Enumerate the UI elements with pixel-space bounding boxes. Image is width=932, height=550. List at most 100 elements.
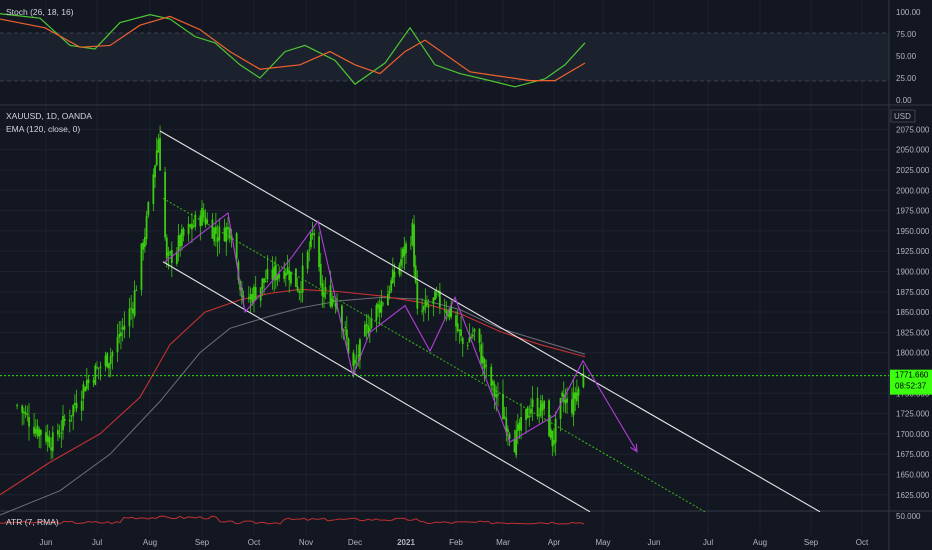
- candle-body: [370, 318, 373, 328]
- time-axis-label: Jul: [92, 538, 102, 547]
- candle-body: [104, 355, 107, 367]
- stoch-panel: Stoch (26, 18, 16) 100.00 75.00 50.00 25.00…: [0, 7, 921, 105]
- candle-body: [352, 352, 355, 367]
- candle-body: [70, 415, 73, 417]
- candle-body: [142, 242, 145, 250]
- candle-body: [118, 334, 121, 338]
- candle-body: [99, 366, 102, 368]
- candle-body: [23, 411, 25, 414]
- candle-body: [378, 304, 381, 313]
- candle-body: [300, 291, 302, 293]
- candle-body: [342, 329, 345, 332]
- ema-line: [0, 288, 586, 496]
- candle-body: [108, 363, 110, 369]
- candle-body: [40, 430, 42, 435]
- candle-body: [202, 210, 205, 218]
- candle-body: [228, 228, 231, 239]
- grid-lines: [0, 0, 889, 534]
- time-axis-label: Feb: [449, 538, 463, 547]
- stoch-tick-label: 0.00: [896, 96, 912, 105]
- candle-body: [16, 405, 18, 407]
- candle-body: [554, 418, 557, 443]
- candle-body: [574, 392, 577, 399]
- price-tick-label: 1800.000: [896, 349, 930, 358]
- candle-body: [473, 329, 476, 332]
- candle-body: [72, 405, 75, 416]
- ema-title: EMA (120, close, 0): [6, 124, 80, 134]
- candle-body: [421, 310, 424, 312]
- candle-body: [192, 225, 195, 228]
- candle-body: [254, 287, 257, 300]
- candle-body: [253, 286, 255, 302]
- candle-body: [57, 430, 59, 435]
- candle-body: [359, 339, 361, 360]
- candle-body: [543, 400, 546, 409]
- candle-body: [382, 303, 384, 305]
- candle-body: [416, 281, 419, 309]
- candle-body: [405, 243, 407, 254]
- candle-body: [286, 267, 289, 274]
- price-tick-label: 2050.000: [896, 146, 930, 155]
- candle-body: [288, 270, 291, 281]
- candle-body: [357, 355, 360, 357]
- candle-body: [249, 294, 252, 300]
- candle-body: [63, 419, 66, 421]
- candle-body: [58, 435, 61, 437]
- candle-body: [559, 397, 562, 419]
- candle-body: [230, 236, 233, 240]
- candle-body: [310, 233, 312, 248]
- candle-body: [74, 402, 76, 405]
- candle-body: [536, 397, 539, 417]
- candle-body: [516, 424, 519, 432]
- candle-body: [456, 323, 459, 332]
- candle-body: [468, 337, 471, 343]
- price-tick-label: 1975.000: [896, 207, 930, 216]
- stoch-k-line: [0, 13, 586, 88]
- candle-body: [75, 402, 78, 409]
- candle-body: [447, 314, 449, 316]
- candle-body: [528, 416, 531, 418]
- candle-body: [437, 291, 440, 293]
- candlesticks: [16, 125, 585, 460]
- time-axis-label: 2021: [397, 538, 415, 547]
- candle-body: [497, 393, 499, 396]
- candle-body: [341, 305, 343, 330]
- candle-body: [24, 412, 27, 415]
- currency-label: USD: [894, 112, 911, 121]
- candle-body: [21, 405, 24, 413]
- candle-body: [154, 165, 156, 178]
- candle-body: [490, 366, 493, 387]
- stoch-tick-label: 75.00: [896, 30, 917, 39]
- candle-body: [324, 287, 327, 291]
- candle-body: [435, 293, 438, 295]
- price-tick-label: 1850.000: [896, 308, 930, 317]
- price-tick-label: 1675.000: [896, 450, 930, 459]
- candle-body: [135, 289, 138, 291]
- candle-body: [247, 297, 250, 300]
- candle-body: [561, 392, 564, 397]
- candle-body: [274, 264, 277, 281]
- time-axis-label: Jun: [40, 538, 53, 547]
- candle-body: [503, 416, 506, 419]
- candle-body: [424, 300, 427, 308]
- price-tick-label: 2000.000: [896, 186, 930, 195]
- channel-upper-line: [159, 130, 821, 513]
- candle-body: [296, 286, 299, 291]
- candle-body: [564, 399, 567, 404]
- candle-body: [566, 398, 568, 403]
- candle-body: [116, 337, 119, 353]
- currency-badge: [890, 109, 916, 123]
- candle-body: [526, 407, 529, 419]
- candle-body: [329, 285, 332, 307]
- candle-body: [345, 329, 348, 339]
- candle-body: [214, 226, 217, 235]
- candle-body: [400, 259, 402, 266]
- time-axis-label: Mar: [496, 538, 510, 547]
- candle-body: [194, 214, 197, 227]
- candle-body: [493, 384, 496, 397]
- candle-body: [123, 325, 126, 331]
- candle-body: [298, 291, 301, 293]
- candle-body: [199, 215, 202, 227]
- candle-body: [572, 392, 575, 416]
- candle-body: [432, 297, 435, 305]
